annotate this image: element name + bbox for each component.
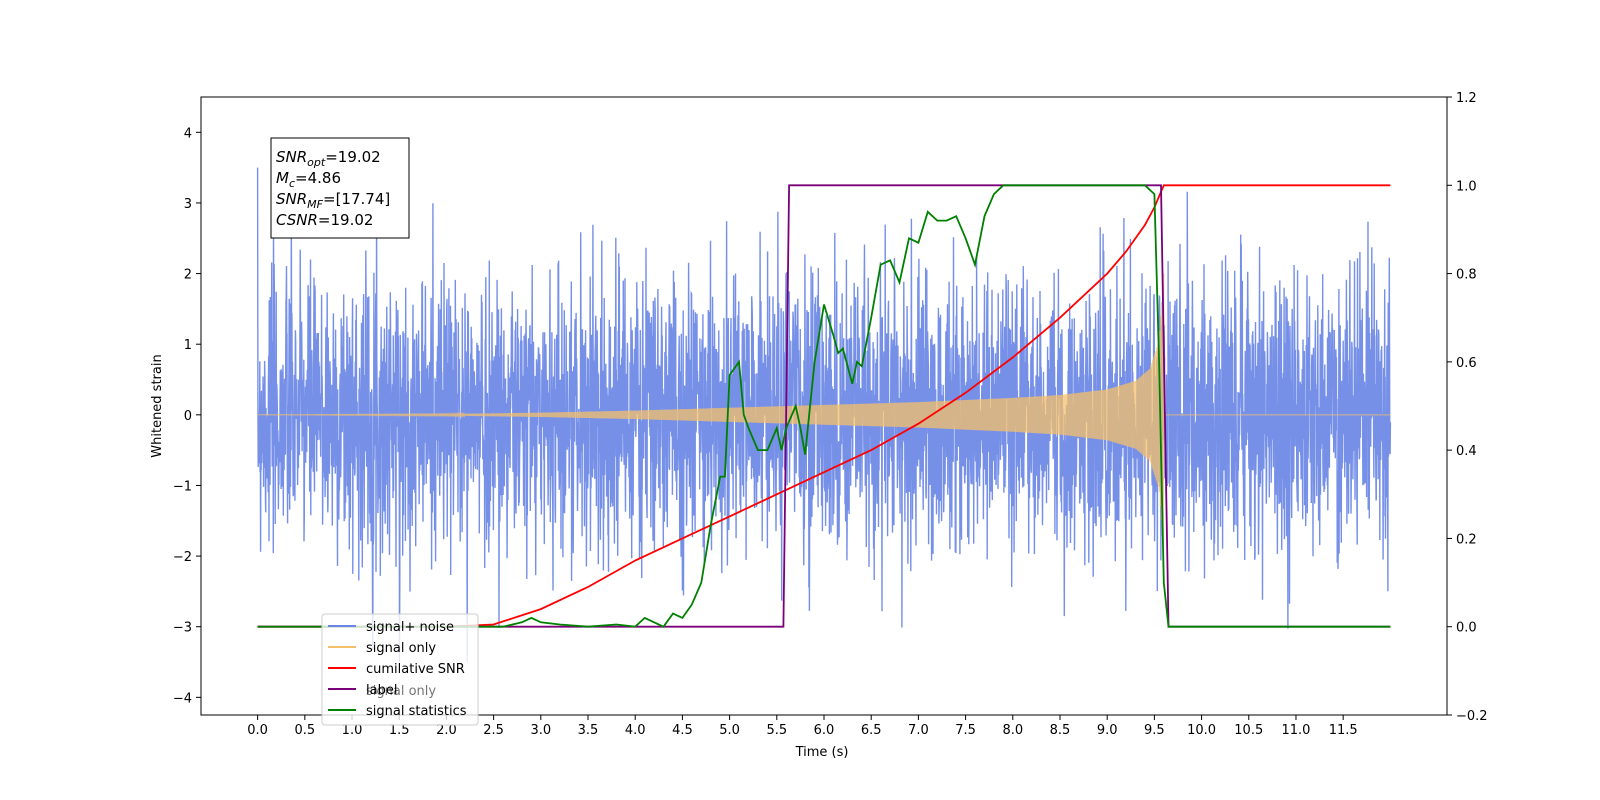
series-signal-only	[257, 273, 1391, 549]
info-value: =19.02	[325, 148, 381, 166]
series-signal-noise	[256, 167, 1392, 663]
series-signal-statistics	[257, 184, 1391, 628]
y-tick-label: 4	[184, 126, 192, 141]
info-subscript: c	[289, 177, 295, 190]
axes: 0.0 0.5 1.0 1.5 2.0 2.5 3.0 3.5 4.0 4.5 5.0 5.5 6.0 6…	[173, 91, 1488, 738]
y-tick-label: 0	[184, 409, 192, 424]
legend-label: label	[366, 683, 397, 698]
x-tick-label: 10.0	[1187, 723, 1216, 738]
info-value: =4.86	[295, 169, 341, 187]
info-symbol: SNR	[276, 190, 307, 208]
x-tick-label: 11.0	[1281, 723, 1310, 738]
info-value: =19.02	[318, 211, 374, 229]
x-tick-label: 0.0	[247, 723, 268, 738]
series-cumilative-snr	[257, 184, 1391, 628]
y2-tick-label: 0.4	[1456, 444, 1477, 459]
info-subscript: opt	[307, 156, 326, 169]
info-symbol: CSNR	[276, 211, 318, 229]
y-tick-label: −3	[173, 621, 192, 636]
x-tick-label: 4.5	[672, 723, 693, 738]
y-tick-label: −2	[173, 550, 192, 565]
x-tick-label: 2.5	[483, 723, 504, 738]
y2-tick-label: −0.2	[1456, 709, 1488, 724]
y2-tick-label: 1.0	[1456, 179, 1477, 194]
y2-tick-label: 1.2	[1456, 91, 1477, 106]
x-tick-label: 4.0	[625, 723, 646, 738]
y2-tick-label: 0.0	[1456, 621, 1477, 636]
legend-label: signal only	[366, 641, 436, 656]
info-box: SNRopt=19.02Mc=4.86SNRMF=[17.74]CSNR=19.…	[270, 137, 410, 239]
x-tick-label: 8.0	[1002, 723, 1023, 738]
x-tick-label: 7.5	[955, 723, 976, 738]
info-line: Mc=4.86	[276, 169, 341, 190]
info-line: SNRopt=19.02	[276, 148, 381, 169]
x-tick-label: 7.0	[908, 723, 929, 738]
legend-hidden-label: signal only	[366, 684, 436, 699]
y-axis-label: Whitened strain	[150, 354, 165, 457]
info-symbol: M	[276, 169, 289, 187]
y2-tick-label: 0.8	[1456, 268, 1477, 283]
x-tick-label: 8.5	[1050, 723, 1071, 738]
y-tick-label: −1	[173, 479, 192, 494]
x-tick-label: 0.5	[294, 723, 315, 738]
x-tick-label: 1.0	[342, 723, 363, 738]
info-line: CSNR=19.02	[276, 211, 373, 229]
x-tick-label: 5.5	[766, 723, 787, 738]
x-tick-label: 10.5	[1234, 723, 1263, 738]
x-tick-label: 3.5	[578, 723, 599, 738]
x-tick-label: 6.0	[814, 723, 835, 738]
info-value: =[17.74]	[323, 190, 390, 208]
x-tick-label: 11.5	[1329, 723, 1358, 738]
legend-label: cumilative SNR	[366, 662, 465, 677]
y-tick-label: −4	[173, 691, 192, 706]
x-axis-label: Time (s)	[795, 745, 849, 760]
y-tick-label: 2	[184, 268, 192, 283]
x-tick-label: 3.0	[530, 723, 551, 738]
info-symbol: SNR	[276, 148, 307, 166]
legend-label: signal+ noise	[366, 620, 454, 635]
x-tick-label: 1.5	[389, 723, 410, 738]
x-tick-label: 2.0	[436, 723, 457, 738]
info-line: SNRMF=[17.74]	[276, 190, 390, 211]
y-tick-label: 3	[184, 197, 192, 212]
x-tick-label: 9.5	[1144, 723, 1165, 738]
y-tick-label: 1	[184, 338, 192, 353]
info-subscript: MF	[307, 198, 323, 211]
x-tick-label: 5.0	[719, 723, 740, 738]
x-tick-label: 9.0	[1097, 723, 1118, 738]
y2-tick-label: 0.6	[1456, 356, 1477, 371]
info-box-frame	[270, 137, 410, 239]
legend-label: signal statistics	[366, 704, 467, 719]
legend: signal+ noise signal only cumilative SNR la…	[321, 613, 479, 726]
plot-area	[256, 167, 1392, 663]
x-tick-label: 6.5	[861, 723, 882, 738]
legend-frame	[321, 613, 479, 726]
y2-tick-label: 0.2	[1456, 532, 1477, 547]
